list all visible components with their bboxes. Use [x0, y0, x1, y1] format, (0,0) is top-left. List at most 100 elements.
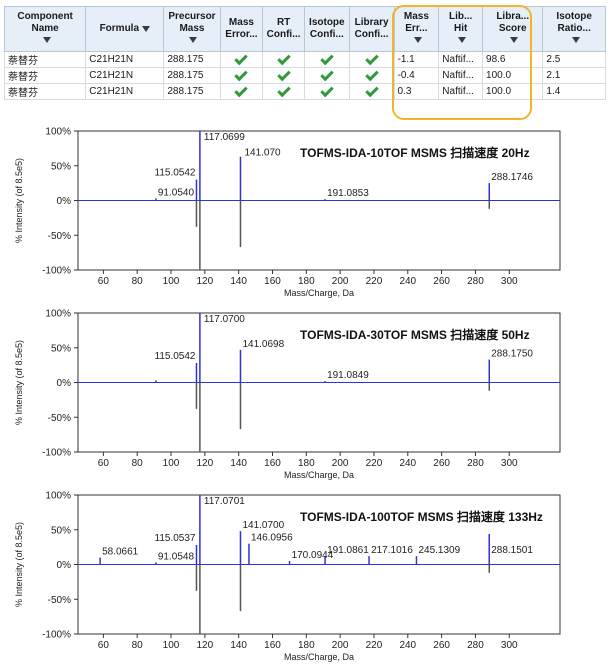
chart-title: TOFMS-IDA-30TOF MSMS 扫描速度 50Hz: [300, 327, 530, 342]
x-tick-label: 260: [433, 458, 450, 469]
column-header[interactable]: Component Name: [3, 6, 87, 52]
chart-title: TOFMS-IDA-100TOF MSMS 扫描速度 133Hz: [300, 509, 543, 524]
y-tick-label: 0%: [57, 560, 72, 571]
x-tick-label: 280: [467, 640, 484, 651]
peak-label: 245.1309: [418, 545, 460, 556]
x-tick-label: 140: [230, 640, 247, 651]
library-confidence-cell: [348, 51, 395, 68]
library-confidence-cell: [348, 67, 395, 84]
x-tick-label: 180: [298, 276, 315, 287]
x-tick-label: 280: [467, 276, 484, 287]
library-hit-cell: Naftif...: [438, 67, 484, 84]
x-tick-label: 180: [298, 458, 315, 469]
column-header[interactable]: Mass Err...: [393, 6, 440, 52]
peak-label: 91.0548: [158, 551, 195, 562]
library-score-cell: 100.0: [482, 67, 544, 84]
y-tick-label: -50%: [48, 595, 71, 606]
precursor-mass-cell: 288.175: [163, 67, 221, 84]
x-tick-label: 160: [264, 640, 281, 651]
x-tick-label: 60: [98, 640, 110, 651]
x-tick-label: 100: [163, 458, 180, 469]
peak-label: 191.0853: [327, 188, 369, 199]
table-header-row: Component Name Formula Precursor Mass Ma…: [3, 6, 606, 52]
x-tick-label: 140: [230, 276, 247, 287]
isotope-ratio-cell: 2.5: [542, 51, 606, 68]
filter-icon[interactable]: [413, 37, 422, 44]
isotope-ratio-cell: 2.1: [542, 67, 606, 84]
peak-label: 115.0542: [155, 351, 196, 362]
filter-icon[interactable]: [42, 37, 51, 44]
library-hit-cell: Naftif...: [438, 51, 484, 68]
x-tick-label: 120: [196, 276, 213, 287]
library-hit-cell: Naftif...: [438, 83, 484, 100]
checkmark-icon: [234, 84, 249, 98]
filter-icon[interactable]: [458, 37, 467, 44]
x-tick-label: 220: [366, 640, 383, 651]
checkmark-icon: [364, 68, 379, 82]
x-tick-label: 240: [399, 458, 416, 469]
checkmark-icon: [276, 84, 291, 98]
filter-icon[interactable]: [571, 37, 580, 44]
column-header[interactable]: RT Confi...: [262, 6, 305, 52]
mass-error-confidence-cell: [219, 51, 264, 68]
chart-title: TOFMS-IDA-10TOF MSMS 扫描速度 20Hz: [300, 145, 530, 160]
x-tick-label: 80: [132, 276, 144, 287]
column-header[interactable]: Lib... Hit: [438, 6, 484, 52]
x-tick-label: 80: [132, 640, 144, 651]
rt-confidence-cell: [262, 83, 305, 100]
column-header[interactable]: Isotope Ratio...: [542, 6, 606, 52]
peak-label: 141.070: [244, 148, 281, 159]
column-header[interactable]: Library Confi...: [348, 6, 395, 52]
filter-icon[interactable]: [189, 37, 198, 44]
peak-label: 191.0849: [327, 370, 369, 381]
y-tick-label: 50%: [51, 525, 71, 536]
y-tick-label: 100%: [45, 127, 71, 138]
column-header[interactable]: Libra... Score: [482, 6, 544, 52]
peak-label: 58.0661: [102, 547, 139, 558]
checkmark-icon: [234, 68, 249, 82]
x-tick-label: 280: [467, 458, 484, 469]
component-name-cell: 萘替芬: [3, 51, 87, 68]
spectrum-chart-20hz: 100% 50% 0% -50% -100% 60 80 100 120 140 160 180 200…: [14, 127, 561, 298]
peak-label: 91.0540: [158, 187, 195, 198]
table-row[interactable]: 萘替芬 C21H21N 288.175 -0.4 Naftif... 100.0…: [3, 67, 606, 84]
filter-icon[interactable]: [142, 25, 151, 32]
formula-cell: C21H21N: [85, 83, 165, 100]
formula-cell: C21H21N: [85, 51, 165, 68]
x-tick-label: 300: [501, 458, 518, 469]
table-row[interactable]: 萘替芬 C21H21N 288.175 0.3 Naftif... 100.0 …: [3, 83, 606, 100]
isotope-confidence-cell: [303, 67, 350, 84]
x-axis-label: Mass/Charge, Da: [284, 470, 354, 480]
table-row[interactable]: 萘替芬 C21H21N 288.175 -1.1 Naftif... 98.6 …: [3, 51, 606, 68]
y-tick-label: -100%: [42, 266, 71, 277]
y-tick-label: 0%: [57, 196, 72, 207]
column-header[interactable]: Precursor Mass: [163, 6, 221, 52]
library-score-cell: 100.0: [482, 83, 544, 100]
x-tick-label: 140: [230, 458, 247, 469]
spectrum-chart-50hz: 100% 50% 0% -50% -100% 60 80 100 120 140 160 180 200…: [14, 309, 561, 480]
x-tick-label: 240: [399, 276, 416, 287]
column-header[interactable]: Isotope Confi...: [303, 6, 350, 52]
checkmark-icon: [364, 84, 379, 98]
y-axis-label: % Intensity (of 8.5e5): [14, 340, 24, 425]
filter-icon[interactable]: [510, 37, 519, 44]
peak-label: 117.0700: [204, 314, 245, 325]
rt-confidence-cell: [262, 51, 305, 68]
y-tick-label: 50%: [51, 343, 71, 354]
peak-label: 191.0861: [327, 545, 369, 556]
x-axis-label: Mass/Charge, Da: [284, 288, 354, 298]
x-tick-label: 100: [163, 640, 180, 651]
column-header[interactable]: Mass Error...: [219, 6, 264, 52]
y-axis-label: % Intensity (of 8.5e5): [14, 158, 24, 243]
mass-error-cell: -0.4: [393, 67, 440, 84]
x-tick-label: 260: [433, 276, 450, 287]
checkmark-icon: [320, 84, 334, 98]
column-header[interactable]: Formula: [85, 6, 165, 52]
x-axis-label: Mass/Charge, Da: [284, 652, 354, 662]
rt-confidence-cell: [262, 67, 305, 84]
y-tick-label: 50%: [51, 161, 71, 172]
y-tick-label: -100%: [42, 448, 71, 459]
peak-label: 146.0956: [251, 533, 293, 544]
checkmark-icon: [276, 68, 291, 82]
checkmark-icon: [320, 68, 334, 82]
